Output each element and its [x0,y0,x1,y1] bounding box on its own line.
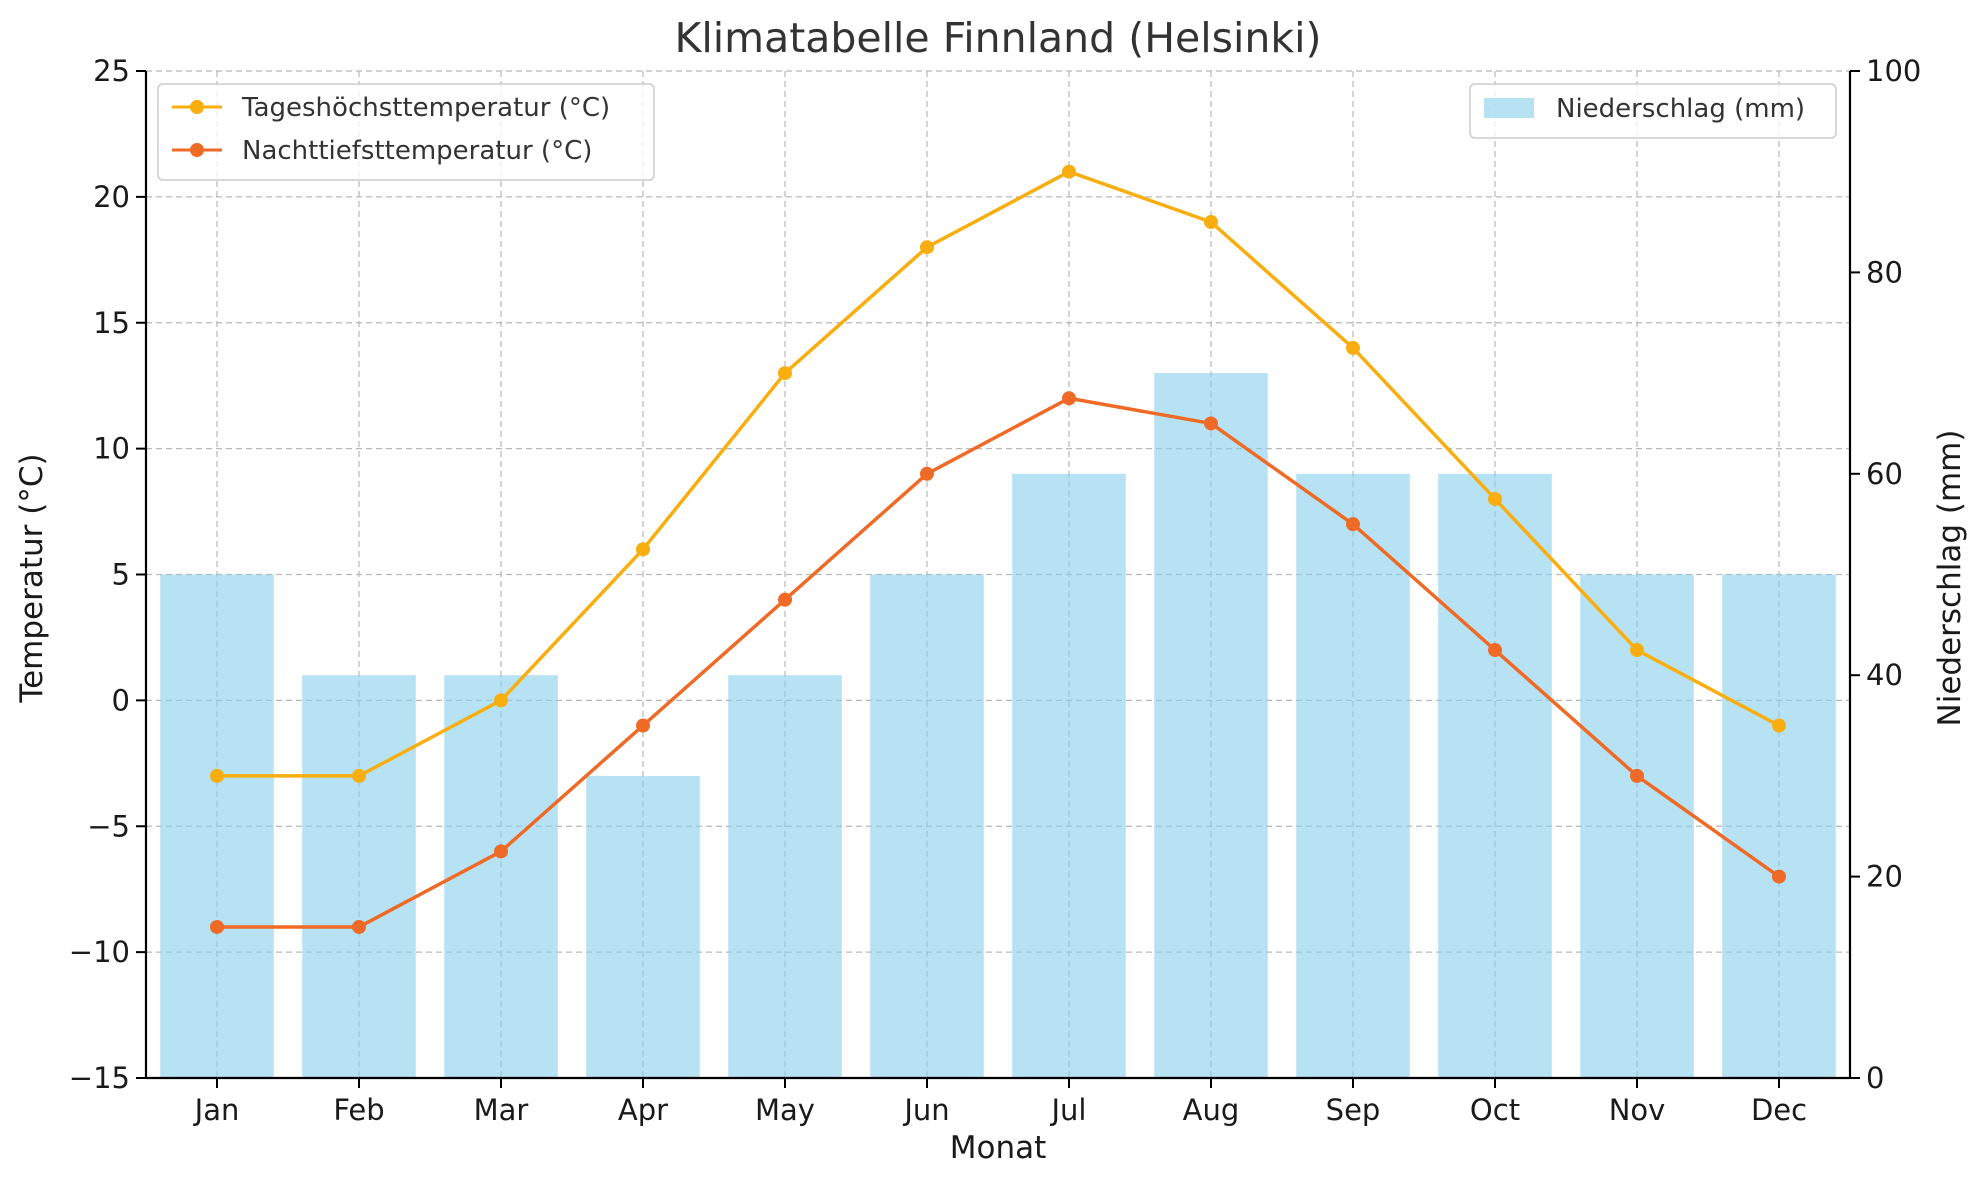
temp-point-low-aug [1204,416,1218,430]
left-tick-label: 10 [93,432,130,466]
left-y-axis-label: Temperatur (°C) [14,453,50,703]
x-axis-label: Monat [950,1130,1047,1166]
precip-bar-may [728,675,842,1078]
x-tick-label-jan: Jan [193,1093,240,1127]
temp-point-low-jan [210,920,224,934]
left-tick-label: −5 [87,809,130,843]
temp-point-low-nov [1630,769,1644,783]
right-tick-label: 60 [1866,457,1903,491]
left-tick-label: 5 [112,558,130,592]
precip-bar-dec [1722,575,1836,1079]
x-tick-label-oct: Oct [1470,1093,1520,1127]
left-tick-label: −10 [69,935,130,969]
x-tick-label-jul: Jul [1050,1093,1087,1127]
legend-precip-label: Niederschlag (mm) [1556,94,1805,124]
climate-chart: Klimatabelle Finnland (Helsinki) −15 −10 −… [0,0,1980,1180]
precip-bar-apr [586,776,700,1078]
precip-bar-mar [444,675,558,1078]
precip-bar-jun [870,575,984,1079]
left-tick-label: 20 [93,180,130,214]
right-y-axis-label: Niederschlag (mm) [1932,430,1968,727]
right-tick-label: 100 [1866,54,1921,88]
x-tick-label-feb: Feb [333,1093,384,1127]
temp-point-low-apr [636,719,650,733]
temp-point-high-oct [1488,492,1502,506]
x-tick-label-sep: Sep [1326,1093,1381,1127]
precip-bar-aug [1154,373,1268,1078]
precip-bar-feb [302,675,416,1078]
temp-point-low-dec [1772,870,1786,884]
legend-high-label: Tageshöchsttemperatur (°C) [241,93,610,123]
temp-point-low-jun [920,467,934,481]
left-tick-label: −15 [69,1061,130,1095]
right-tick-label: 20 [1866,860,1903,894]
temp-point-high-mar [494,693,508,707]
x-tick-label-mar: Mar [474,1093,529,1127]
temp-point-high-jan [210,769,224,783]
precip-bar-jul [1012,474,1126,1078]
temp-point-high-sep [1346,341,1360,355]
temp-point-high-aug [1204,215,1218,229]
temp-point-high-nov [1630,643,1644,657]
left-tick-label: 0 [112,683,130,717]
x-tick-label-aug: Aug [1183,1093,1240,1127]
temp-point-low-mar [494,844,508,858]
temp-point-low-oct [1488,643,1502,657]
legend-high-marker [190,100,204,114]
legend-lines: Tageshöchsttemperatur (°C) Nachttiefstte… [158,84,654,180]
temp-point-high-may [778,366,792,380]
temp-point-low-feb [352,920,366,934]
left-tick-label: 15 [93,306,130,340]
x-tick-label-dec: Dec [1751,1093,1807,1127]
x-tick-label-may: May [755,1093,815,1127]
x-tick-label-apr: Apr [618,1093,668,1127]
temp-point-low-jul [1062,391,1076,405]
x-tick-label-nov: Nov [1609,1093,1666,1127]
legend-bars: Niederschlag (mm) [1470,84,1836,138]
temp-point-low-may [778,593,792,607]
legend-precip-swatch [1484,98,1534,118]
precipitation-bars [160,373,1836,1078]
chart-title: Klimatabelle Finnland (Helsinki) [674,14,1321,62]
precip-bar-sep [1296,474,1410,1078]
precip-bar-jan [160,575,274,1079]
right-tick-label: 80 [1866,255,1903,289]
temp-point-high-jun [920,240,934,254]
right-tick-label: 40 [1866,658,1903,692]
legend-low-label: Nachttiefsttemperatur (°C) [242,136,592,166]
precip-bar-oct [1438,474,1552,1078]
temp-point-high-feb [352,769,366,783]
temp-point-high-apr [636,542,650,556]
temp-point-high-dec [1772,719,1786,733]
left-tick-label: 25 [93,54,130,88]
right-tick-label: 0 [1866,1061,1884,1095]
x-tick-label-jun: Jun [902,1093,949,1127]
temp-point-high-jul [1062,165,1076,179]
temp-point-low-sep [1346,517,1360,531]
legend-low-marker [190,143,204,157]
